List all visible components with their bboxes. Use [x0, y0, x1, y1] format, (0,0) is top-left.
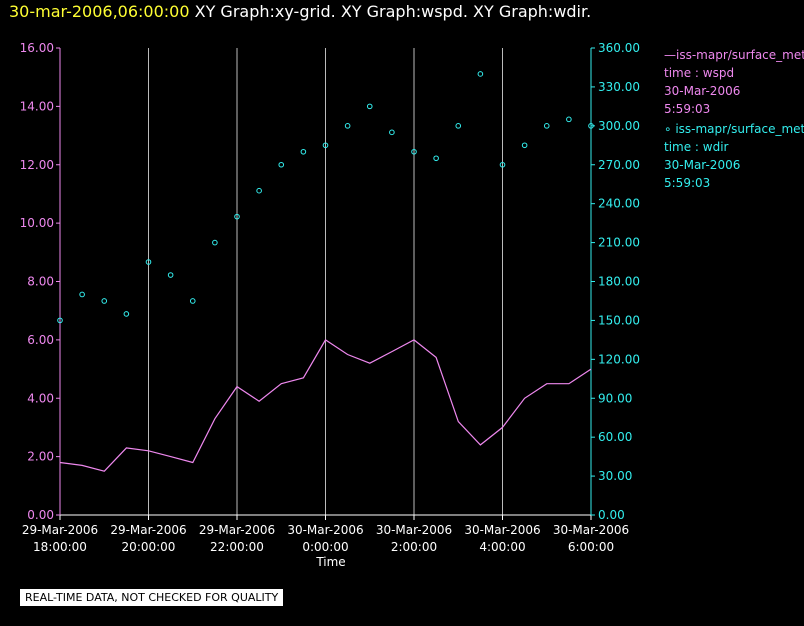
wdir-point: [234, 213, 240, 220]
wdir-point: [366, 103, 373, 110]
legend-wspd: —iss-mapr/surface_met/data time : wspd 3…: [664, 46, 804, 118]
wspd-series: [59, 339, 592, 472]
x-tick-label-date: 29-Mar-2006: [22, 523, 98, 537]
x-tick-label-time: 22:00:00: [210, 540, 264, 554]
y-right-tick-label: 0.00: [598, 508, 625, 522]
x-tick-label-date: 30-Mar-2006: [464, 523, 540, 537]
wdir-series: [57, 71, 594, 324]
wdir-point: [433, 155, 439, 162]
legend-wspd-date: 30-Mar-2006: [664, 84, 741, 98]
y-left-tick-label: 0.00: [27, 508, 54, 522]
chart-title: 30-mar-2006,06:00:00 XY Graph:xy-grid. X…: [9, 0, 591, 24]
title-timestamp: 30-mar-2006,06:00:00: [9, 2, 190, 21]
y-right-tick-label: 30.00: [598, 469, 632, 483]
wspd-line: [59, 339, 592, 472]
x-tick-label-time: 18:00:00: [33, 540, 87, 554]
legend-wdir-date: 30-Mar-2006: [664, 158, 741, 172]
y-right-tick-label: 360.00: [598, 41, 640, 55]
y-left-tick-label: 10.00: [20, 216, 54, 230]
legend-wspd-clock: 5:59:03: [664, 102, 711, 116]
x-tick-label-time: 6:00:00: [568, 540, 614, 554]
wdir-point: [389, 129, 395, 136]
x-tick-label-date: 30-Mar-2006: [287, 523, 363, 537]
y-right-tick-label: 210.00: [598, 236, 640, 250]
legend-wdir-name: ∘ iss-mapr/surface_met/data: [664, 122, 804, 136]
wdir-point: [344, 123, 351, 129]
wdir-point: [212, 239, 218, 246]
wdir-point: [256, 187, 262, 194]
y-right-tick-label: 90.00: [598, 391, 632, 405]
x-tick-label-time: 0:00:00: [302, 540, 348, 554]
wdir-point: [278, 161, 285, 168]
wdir-point: [300, 148, 307, 155]
wdir-point: [123, 311, 130, 317]
y-right-tick-label: 300.00: [598, 119, 640, 133]
y-right-tick-label: 330.00: [598, 80, 640, 94]
grid-lines: [148, 48, 503, 515]
wdir-point: [167, 272, 174, 278]
y-left-tick-label: 16.00: [20, 41, 54, 55]
axes: 29-Mar-2006 18:00:00 29-Mar-2006 20:00:00 29…: [20, 41, 640, 554]
wdir-point: [101, 298, 108, 304]
y-right-tick-label: 240.00: [598, 197, 640, 211]
wdir-point: [145, 259, 152, 265]
x-tick-label-time: 4:00:00: [479, 540, 525, 554]
wdir-point: [322, 142, 329, 149]
y-right-tick-label: 270.00: [598, 158, 640, 172]
wdir-point: [189, 298, 196, 304]
wdir-point: [57, 317, 63, 324]
wdir-point: [521, 142, 528, 149]
wdir-point: [411, 148, 417, 155]
y-left-tick-label: 14.00: [20, 99, 54, 113]
legend-wspd-time: time : wspd: [664, 66, 735, 80]
wdir-point: [588, 123, 594, 129]
y-left-tick-label: 2.00: [27, 450, 54, 464]
wdir-point: [543, 123, 550, 129]
legend-wdir: ∘ iss-mapr/surface_met/data time : wdir …: [664, 120, 804, 192]
legend-wspd-name: —iss-mapr/surface_met/data: [664, 48, 804, 62]
wdir-point: [499, 161, 506, 168]
x-tick-label-time: 20:00:00: [122, 540, 176, 554]
y-right-tick-label: 180.00: [598, 275, 640, 289]
legend-wdir-time: time : wdir: [664, 140, 729, 154]
x-tick-label-date: 29-Mar-2006: [199, 523, 275, 537]
legend-wdir-clock: 5:59:03: [664, 176, 711, 190]
y-left-tick-label: 4.00: [27, 391, 54, 405]
x-tick-label-date: 30-Mar-2006: [553, 523, 629, 537]
wdir-point: [455, 123, 462, 129]
y-left-tick-label: 6.00: [27, 333, 54, 347]
y-left-tick-label: 12.00: [20, 158, 54, 172]
wdir-point: [566, 116, 572, 123]
x-tick-label-time: 2:00:00: [391, 540, 437, 554]
x-tick-label-date: 29-Mar-2006: [110, 523, 186, 537]
title-graph-list: XY Graph:xy-grid. XY Graph:wspd. XY Grap…: [189, 2, 592, 21]
y-right-tick-label: 60.00: [598, 430, 632, 444]
wdir-point: [477, 71, 484, 77]
y-right-tick-label: 150.00: [598, 313, 640, 327]
y-left-tick-label: 8.00: [27, 275, 54, 289]
x-axis-label: Time: [315, 555, 345, 569]
x-tick-label-date: 30-Mar-2006: [376, 523, 452, 537]
quality-disclaimer: REAL-TIME DATA, NOT CHECKED FOR QUALITY: [20, 589, 284, 606]
y-right-tick-label: 120.00: [598, 352, 640, 366]
wdir-point: [79, 291, 85, 298]
